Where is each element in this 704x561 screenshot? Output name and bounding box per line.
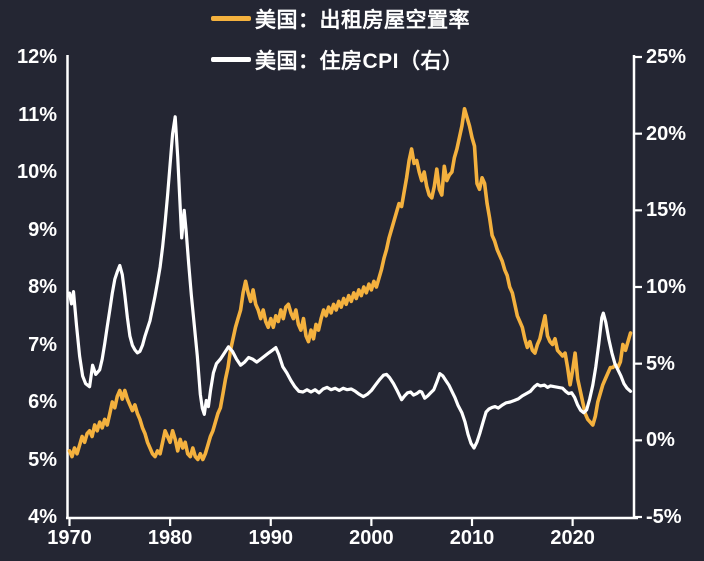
right-axis-tick-label: 10% [646,276,687,298]
housing-cpi-legend-label: 美国：住房CPI（右） [255,49,464,73]
x-axis-tick-label: 2010 [449,527,495,549]
vacancy-series-line [67,107,633,462]
right-axis-tick-label: 20% [646,122,687,145]
left-axis-tick-label: 5% [28,448,57,471]
left-axis-tick-label: 9% [28,218,57,241]
vacancy-legend-label: 美国：出租房屋空置率 [255,8,470,32]
left-axis-tick-label: 6% [28,391,57,413]
x-axis-tick-label: 1970 [47,527,92,549]
left-axis-tick-label: 7% [28,333,57,356]
right-axis-tick-label: 5% [646,352,675,375]
x-axis-tick-label: 2000 [349,527,394,549]
left-axis-tick-label: 8% [28,276,57,298]
chart-legend: 美国：出租房屋空置率 美国：住房CPI（右） [211,5,470,73]
right-axis-tick-label: 0% [646,429,675,452]
x-axis-tick-label: 1990 [248,527,294,549]
left-axis-tick-label: 12% [16,46,57,68]
right-axis-tick-label: 25% [646,46,687,68]
legend-item-housing-cpi: 美国：住房CPI（右） [211,46,470,73]
left-axis-tick-label: 4% [28,506,57,528]
legend-item-vacancy: 美国：出租房屋空置率 [211,5,470,32]
left-axis-tick-label: 10% [16,161,57,183]
x-axis-tick-label: 2020 [550,527,595,549]
left-axis-tick-label: 11% [18,103,57,126]
housing-cpi-line-swatch [211,57,251,62]
x-axis-tick-label: 1980 [147,527,193,549]
right-axis-tick-label: -5% [646,506,682,528]
right-axis-tick-label: 15% [646,199,687,222]
vacancy-line-swatch [211,16,251,21]
housing-cpi-series-line [67,115,633,450]
